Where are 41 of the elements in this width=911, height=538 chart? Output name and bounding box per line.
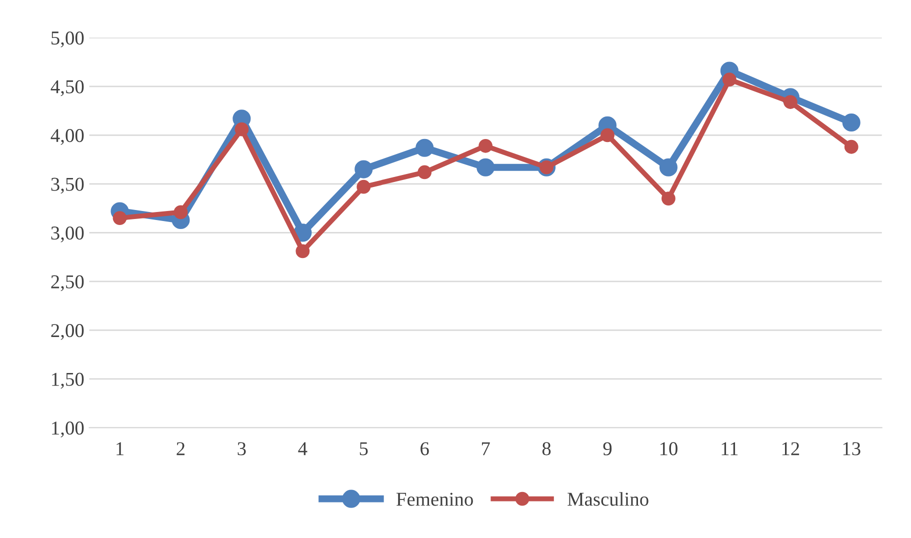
- x-tick-label: 7: [482, 442, 490, 456]
- legend-label: Femenino: [396, 492, 473, 506]
- y-tick-label: 3,00: [51, 226, 84, 242]
- x-tick-label: 5: [360, 442, 368, 456]
- point: [600, 128, 614, 142]
- x-tick-label: 8: [542, 442, 551, 456]
- point: [722, 72, 736, 87]
- x-tick-label: 2: [176, 442, 185, 456]
- x-tick-label: 12: [782, 442, 800, 456]
- x-tick-label: 13: [843, 442, 860, 456]
- y-tick-label: 1,50: [52, 372, 84, 389]
- point: [356, 180, 371, 194]
- x-tick-label: 1: [116, 442, 124, 456]
- legend-label: Masculino: [568, 492, 648, 506]
- x-tick-label: 10: [660, 442, 678, 456]
- point: [234, 122, 249, 136]
- point: [842, 113, 860, 132]
- point: [296, 244, 310, 258]
- x-tick-label: 11: [722, 442, 738, 456]
- y-tick-label: 4,50: [50, 80, 84, 96]
- point: [478, 138, 493, 153]
- point: [354, 160, 373, 178]
- x-tick-label: 3: [238, 442, 246, 456]
- y-tick-label: 3,50: [51, 178, 84, 194]
- x-tick-label: 6: [420, 442, 429, 456]
- point: [662, 192, 676, 206]
- point: [476, 158, 495, 176]
- y-tick-label: 5,00: [52, 31, 84, 48]
- point: [174, 205, 188, 220]
- y-tick-label: 4,00: [50, 128, 84, 145]
- point: [783, 95, 798, 109]
- y-tick-label: 1,00: [52, 422, 84, 438]
- point: [844, 140, 858, 154]
- point: [418, 165, 432, 180]
- y-tick-label: 2,50: [51, 275, 84, 292]
- point: [112, 211, 127, 226]
- x-tick-label: 9: [603, 442, 612, 456]
- x-tick-label: 4: [298, 442, 308, 456]
- y-tick-label: 2,00: [51, 324, 84, 340]
- point: [416, 138, 434, 157]
- point: [659, 158, 678, 176]
